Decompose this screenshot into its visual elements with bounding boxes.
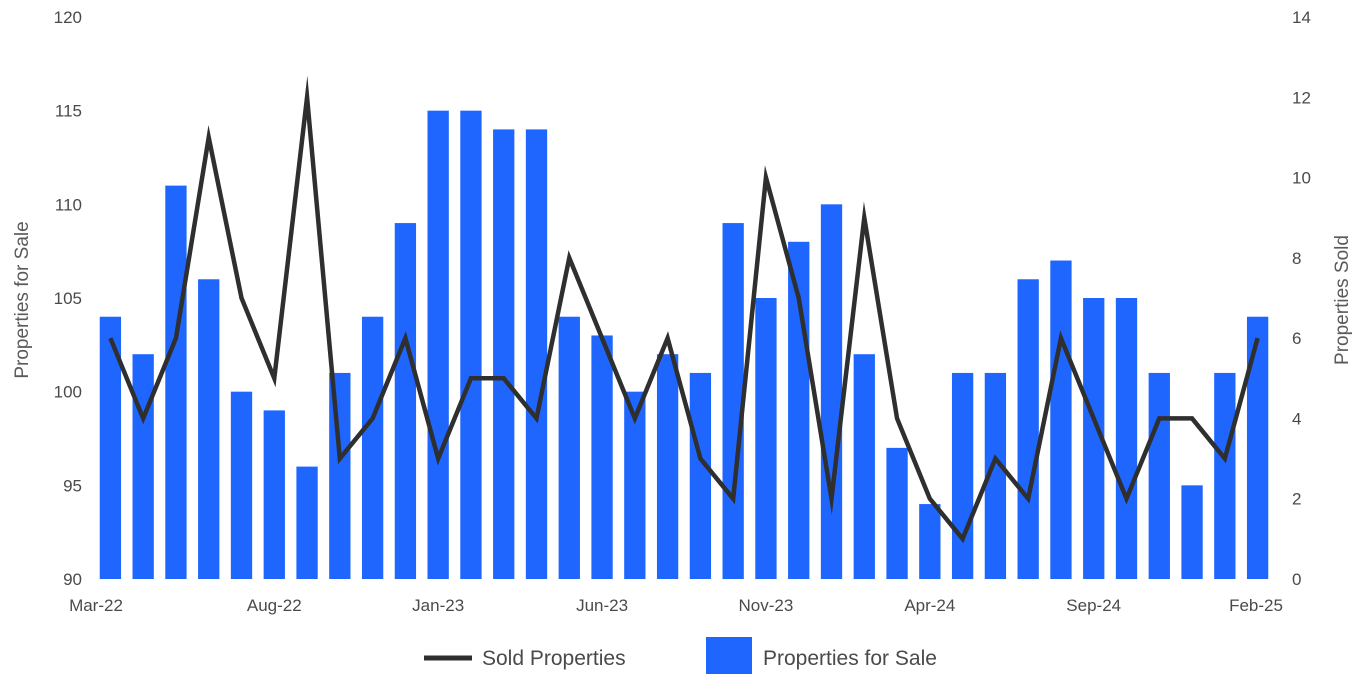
bar-apr-23 (525, 129, 548, 579)
bar-feb-23 (460, 110, 482, 580)
bar-apr-24 (919, 504, 941, 579)
left-tick-label: 115 (55, 102, 82, 121)
bar-mar-24 (886, 447, 908, 579)
left-tick-label: 95 (63, 476, 82, 495)
x-axis-ticks: Mar-22 Aug-22 Jan-23 Jun-23 Nov-23 Apr-24 Sep-… (69, 596, 1283, 615)
x-tick-label: Mar-22 (69, 596, 123, 615)
bar-may-24 (951, 372, 974, 579)
bar-jan-23 (427, 110, 449, 580)
bar-nov-22 (361, 316, 384, 579)
x-tick-label: Nov-23 (739, 596, 794, 615)
right-axis-ticks: 0 2 4 6 8 10 12 14 (1292, 8, 1311, 589)
bar-oct-23 (722, 223, 744, 579)
right-tick-label: 6 (1292, 329, 1301, 348)
line-sold-properties-layer (108, 75, 1260, 544)
bar-nov-23 (755, 298, 777, 579)
right-tick-label: 10 (1292, 169, 1311, 188)
legend: Sold Properties Properties for Sale (424, 637, 937, 674)
right-tick-label: 2 (1292, 490, 1301, 509)
bar-dec-22 (394, 223, 417, 579)
bar-may-22 (165, 185, 187, 579)
bar-sep-22 (296, 466, 318, 579)
right-tick-label: 4 (1292, 409, 1301, 428)
right-tick-label: 0 (1292, 570, 1301, 589)
left-tick-label: 100 (54, 383, 82, 402)
bar-jul-22 (230, 391, 253, 579)
x-tick-label: Jan-23 (412, 596, 464, 615)
x-tick-label: Feb-25 (1229, 596, 1283, 615)
bar-jan-25 (1214, 372, 1236, 579)
x-tick-label: Sep-24 (1066, 596, 1121, 615)
bar-aug-22 (263, 410, 285, 579)
bar-may-23 (558, 316, 580, 579)
line-sold-properties (108, 75, 1260, 544)
bar-feb-25 (1246, 316, 1269, 579)
bar-mar-23 (493, 129, 515, 579)
bar-oct-22 (329, 372, 351, 579)
bar-aug-23 (656, 354, 679, 579)
bar-jun-23 (591, 335, 613, 579)
bar-oct-24 (1115, 298, 1138, 579)
x-tick-label: Jun-23 (576, 596, 628, 615)
bar-jun-24 (984, 372, 1007, 579)
bar-sep-24 (1083, 298, 1105, 579)
right-axis-title: Properties Sold (1332, 235, 1353, 365)
left-tick-label: 120 (54, 8, 82, 27)
right-tick-label: 8 (1292, 249, 1301, 268)
bar-feb-24 (853, 354, 875, 579)
x-tick-label: Aug-22 (247, 596, 302, 615)
legend-label-sold-properties: Sold Properties (482, 647, 626, 670)
bar-jun-22 (198, 279, 220, 579)
bar-apr-22 (132, 354, 154, 579)
left-axis-ticks: 90 95 100 105 110 115 120 (54, 8, 82, 589)
bar-mar-22 (99, 316, 122, 579)
bar-jul-23 (624, 391, 646, 579)
left-axis-title: Properties for Sale (12, 221, 33, 378)
bar-aug-24 (1050, 260, 1072, 579)
left-tick-label: 90 (63, 570, 82, 589)
bar-dec-24 (1181, 485, 1203, 579)
x-tick-label: Apr-24 (904, 596, 955, 615)
bar-sep-23 (689, 372, 712, 579)
bars-properties-for-sale (99, 110, 1269, 580)
legend-swatch-properties-for-sale (706, 637, 752, 674)
right-tick-label: 14 (1292, 8, 1311, 27)
bar-nov-24 (1148, 372, 1170, 579)
legend-label-properties-for-sale: Properties for Sale (763, 647, 937, 670)
bar-jan-24 (820, 204, 843, 579)
left-tick-label: 110 (55, 195, 82, 214)
left-tick-label: 105 (54, 289, 82, 308)
right-tick-label: 12 (1292, 88, 1311, 107)
bar-jul-24 (1017, 279, 1039, 579)
